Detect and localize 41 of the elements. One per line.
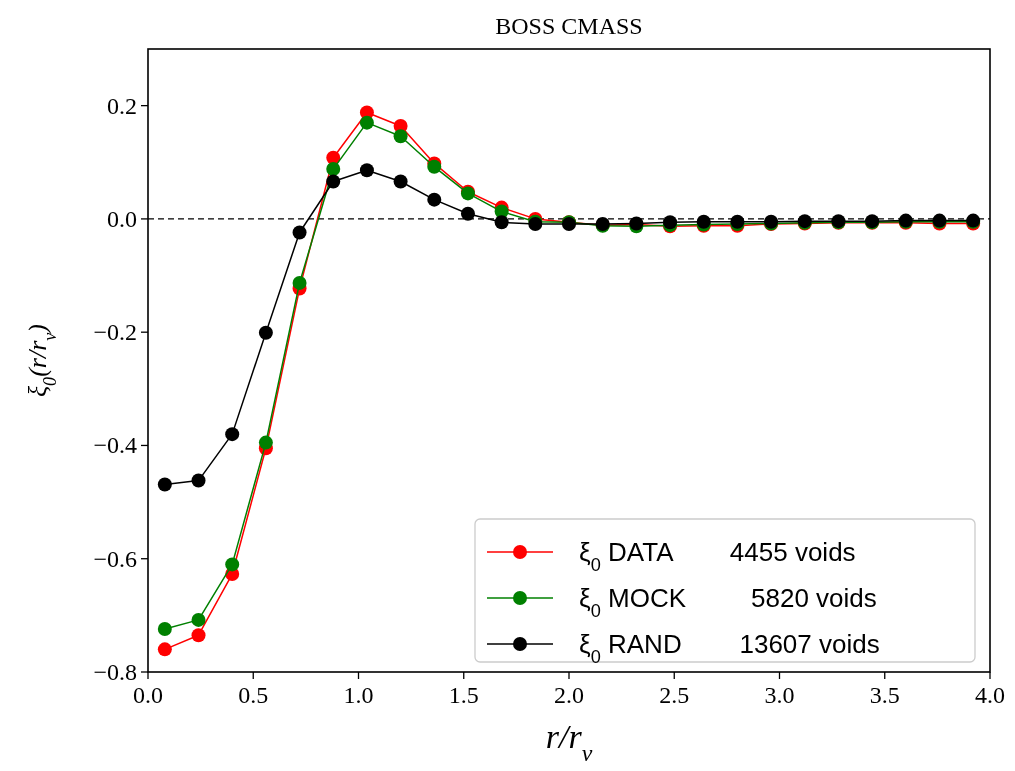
- point: [393, 174, 408, 189]
- x-tick-label: 2.0: [554, 682, 584, 708]
- y-tick-label: 0.2: [107, 92, 137, 119]
- x-tick-label: 0.5: [238, 682, 269, 708]
- point: [258, 325, 273, 340]
- point: [460, 206, 475, 221]
- x-tick-label: 3.5: [869, 682, 900, 708]
- x-tick-label: 0.0: [133, 682, 163, 708]
- legend-label: ξ$_{0}$ RAND 13607 voids: [579, 629, 880, 667]
- point: [393, 129, 408, 144]
- point: [292, 225, 307, 240]
- point: [258, 435, 273, 450]
- y-tick-label: −0.4: [93, 432, 137, 459]
- y-tick-label: −0.6: [93, 545, 137, 572]
- x-tick-label: 3.0: [764, 682, 795, 708]
- point: [494, 215, 509, 230]
- point: [225, 557, 240, 572]
- point: [157, 477, 172, 492]
- x-tick-label: 2.5: [659, 682, 690, 708]
- point: [191, 628, 206, 643]
- point: [427, 192, 442, 207]
- point: [191, 473, 206, 488]
- x-tick-label: 1.0: [343, 682, 374, 708]
- point: [191, 612, 206, 627]
- point: [326, 174, 341, 189]
- chart-title: BOSS CMASS: [495, 13, 643, 39]
- point: [157, 642, 172, 657]
- x-tick-label: 4.0: [975, 682, 1005, 708]
- point: [359, 115, 374, 130]
- y-tick-label: 0.0: [107, 205, 137, 232]
- y-tick-label: −0.2: [93, 319, 137, 346]
- x-tick-label: 1.5: [448, 682, 479, 708]
- point: [326, 162, 341, 177]
- point: [292, 275, 307, 290]
- point: [157, 621, 172, 636]
- legend-label: ξ$_{0}$ DATA 4455 voids: [579, 537, 856, 575]
- legend-label: ξ$_{0}$ MOCK 5820 voids: [579, 583, 877, 621]
- point: [225, 427, 240, 442]
- x-axis-title: r/r$_{v}$: [545, 718, 593, 766]
- point: [359, 163, 374, 178]
- y-tick-label: −0.8: [93, 659, 137, 685]
